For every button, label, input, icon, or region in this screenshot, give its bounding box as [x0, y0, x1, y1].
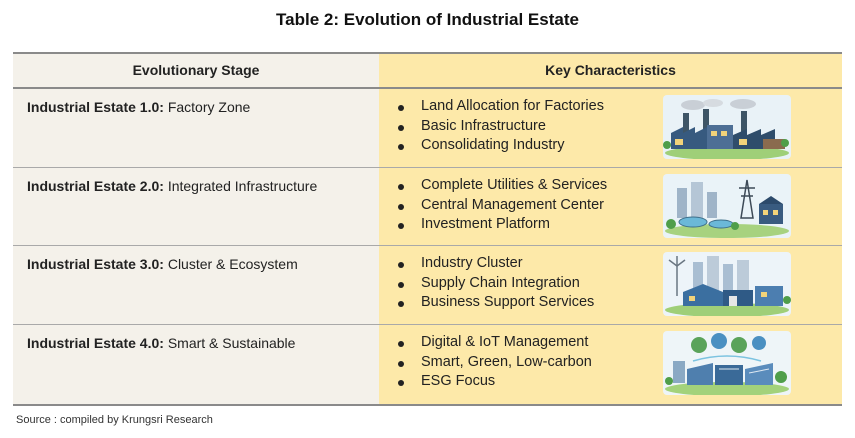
list-item: Central Management Center	[395, 196, 607, 216]
list-item: Consolidating Industry	[395, 136, 604, 156]
list-item: Industry Cluster	[395, 254, 594, 274]
stage-cell: Industrial Estate 2.0: Integrated Infras…	[27, 178, 317, 194]
list-item: Smart, Green, Low-carbon	[395, 353, 592, 373]
factory-zone-illustration	[663, 95, 791, 159]
integrated-infrastructure-illustration	[663, 174, 791, 238]
list-item: Complete Utilities & Services	[395, 176, 607, 196]
header-stage: Evolutionary Stage	[132, 62, 260, 78]
stage-name: Factory Zone	[163, 99, 251, 115]
stage-name: Cluster & Ecosystem	[163, 256, 298, 272]
list-item: Digital & IoT Management	[395, 333, 592, 353]
list-item: Basic Infrastructure	[395, 117, 604, 137]
evolution-table: Evolutionary Stage Key Characteristics I…	[13, 52, 842, 406]
table-row-1: Industrial Estate 1.0: Factory Zone Land…	[13, 89, 842, 167]
list-item: Land Allocation for Factories	[395, 97, 604, 117]
header-characteristics: Key Characteristics	[545, 62, 676, 78]
stage-column-bg	[13, 52, 379, 406]
stage-cell: Industrial Estate 3.0: Cluster & Ecosyst…	[27, 256, 298, 272]
stage-cell: Industrial Estate 1.0: Factory Zone	[27, 99, 250, 115]
stage-name: Integrated Infrastructure	[163, 178, 318, 194]
characteristics-list: Land Allocation for Factories Basic Infr…	[395, 97, 604, 156]
characteristics-list: Industry Cluster Supply Chain Integratio…	[395, 254, 594, 313]
stage-name: Smart & Sustainable	[163, 335, 296, 351]
header-rule	[13, 87, 842, 89]
table-row-2: Industrial Estate 2.0: Integrated Infras…	[13, 168, 842, 246]
table-top-rule	[13, 52, 842, 54]
source-note: Source : compiled by Krungsri Research	[16, 414, 213, 426]
characteristics-list: Digital & IoT Management Smart, Green, L…	[395, 333, 592, 392]
table-title: Table 2: Evolution of Industrial Estate	[276, 10, 579, 29]
stage-number: Industrial Estate 1.0:	[27, 99, 164, 115]
stage-number: Industrial Estate 4.0:	[27, 335, 164, 351]
list-item: Investment Platform	[395, 215, 607, 235]
cluster-ecosystem-illustration	[663, 252, 791, 316]
list-item: Supply Chain Integration	[395, 274, 594, 294]
row-rule	[13, 324, 842, 325]
smart-sustainable-illustration	[663, 331, 791, 395]
list-item: ESG Focus	[395, 372, 592, 392]
table-bottom-rule	[13, 404, 842, 406]
table-row-3: Industrial Estate 3.0: Cluster & Ecosyst…	[13, 246, 842, 324]
table-row-4: Industrial Estate 4.0: Smart & Sustainab…	[13, 325, 842, 403]
characteristics-list: Complete Utilities & Services Central Ma…	[395, 176, 607, 235]
row-rule	[13, 245, 842, 246]
stage-number: Industrial Estate 2.0:	[27, 178, 164, 194]
list-item: Business Support Services	[395, 293, 594, 313]
stage-number: Industrial Estate 3.0:	[27, 256, 164, 272]
stage-cell: Industrial Estate 4.0: Smart & Sustainab…	[27, 335, 295, 351]
row-rule	[13, 167, 842, 168]
